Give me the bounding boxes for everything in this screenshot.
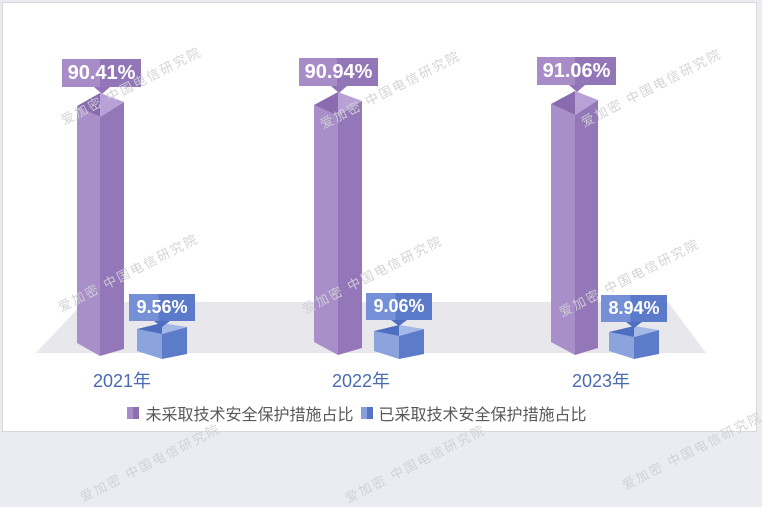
value-label-unprotected-2022: 90.94% (299, 58, 378, 86)
column-2021-protected (137, 323, 187, 359)
legend-item-unprotected: 未采取技术安全保护措施占比 (127, 401, 354, 425)
column-2022-protected (374, 325, 424, 359)
value-label-unprotected-2023: 91.06% (537, 57, 616, 85)
value-label-unprotected-2021: 90.41% (62, 59, 141, 87)
legend-item-protected: 已采取技术安全保护措施占比 (360, 401, 587, 425)
value-label-protected-2022: 9.06% (366, 293, 432, 320)
column-2023-unprotected (551, 91, 598, 355)
legend-label-unprotected: 未采取技术安全保护措施占比 (145, 407, 354, 424)
x-axis-label-2023: 2023年 (571, 371, 631, 391)
legend-label-protected: 已采取技术安全保护措施占比 (378, 407, 587, 424)
chart-legend: 未采取技术安全保护措施占比 已采取技术安全保护措施占比 (0, 401, 738, 425)
chart-floor (36, 302, 706, 353)
x-axis-label-2022: 2022年 (331, 371, 391, 391)
legend-swatch-blue-icon (360, 407, 373, 419)
legend-swatch-purple-icon (127, 407, 140, 419)
column-chart-canvas (36, 91, 706, 359)
x-axis-label-2021: 2021年 (92, 371, 152, 391)
column-2021-unprotected (77, 93, 124, 356)
value-label-protected-2021: 9.56% (129, 294, 195, 321)
column-2022-unprotected (314, 92, 362, 355)
column-2023-protected (609, 326, 659, 359)
value-label-protected-2023: 8.94% (601, 295, 667, 322)
